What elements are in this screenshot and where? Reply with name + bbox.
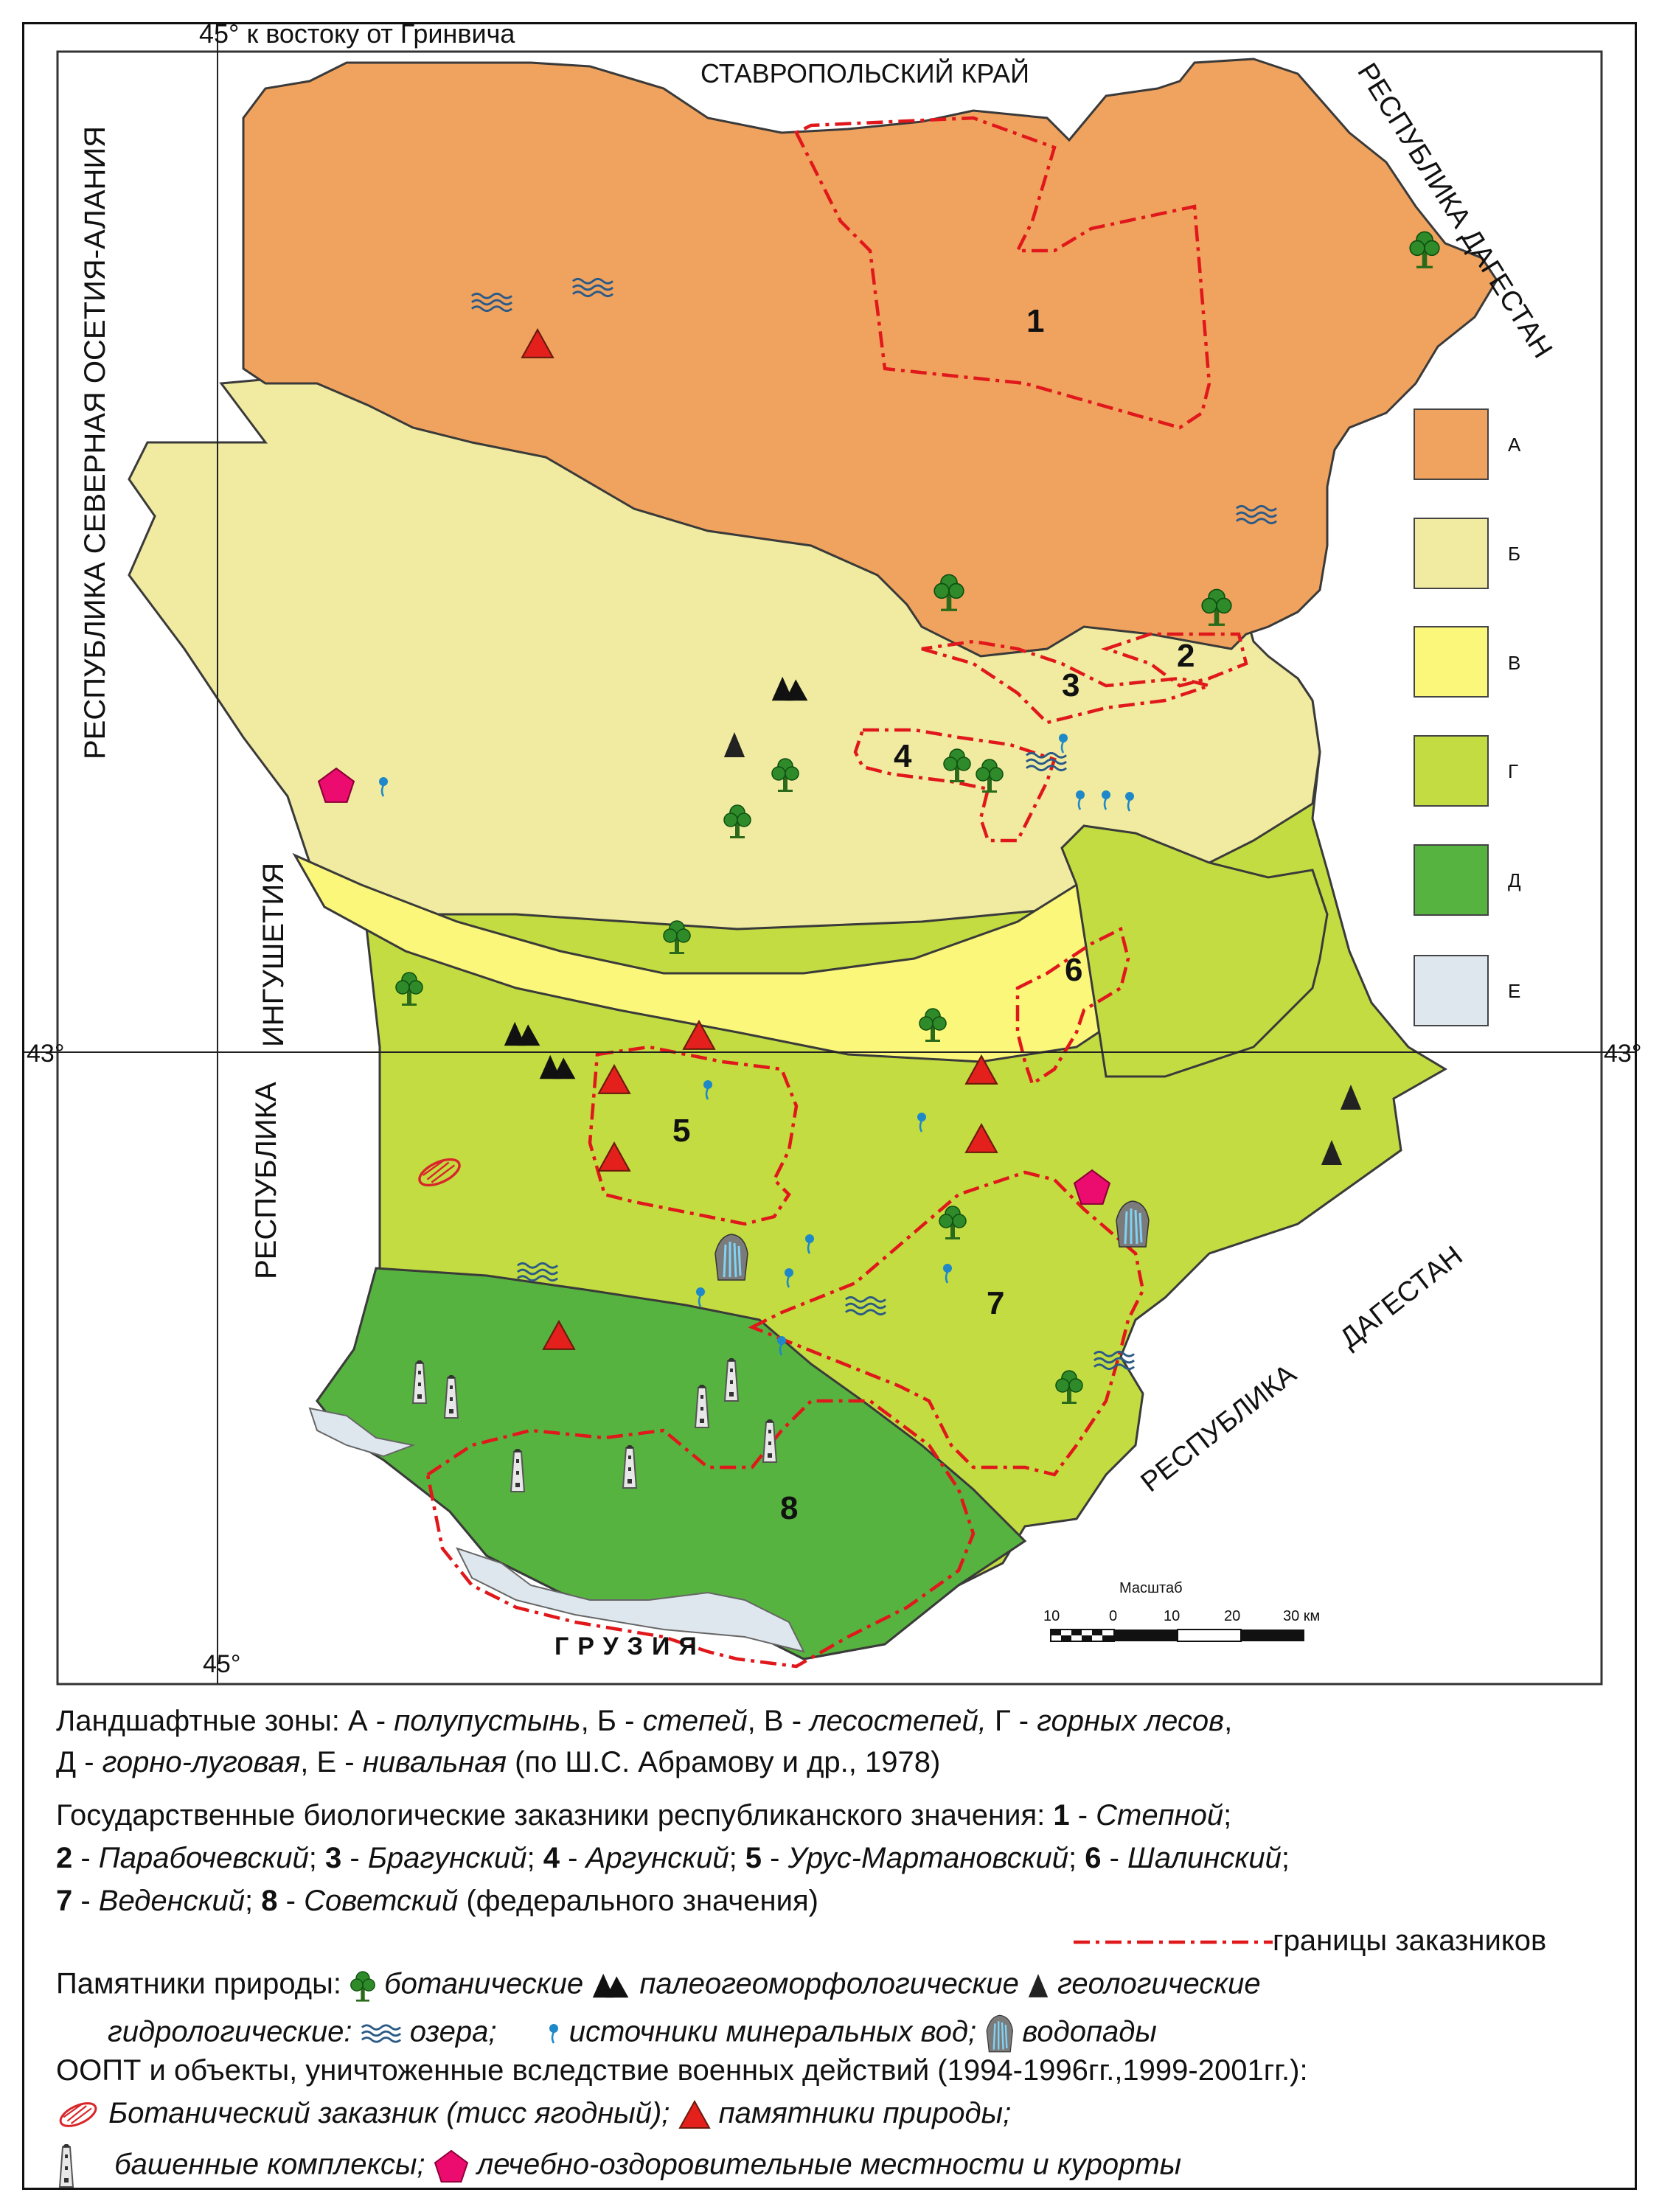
zone-e-area	[456, 1547, 805, 1653]
label-ingushetia-2: РЕСПУБЛИКА	[250, 1082, 282, 1279]
zone-legend-item-b: Б	[1414, 518, 1520, 589]
legend-monuments-line: Памятники природы: ботанические палеогео…	[56, 1969, 1261, 2003]
paleo-icon	[591, 1972, 631, 1999]
reserve-number-2: 2	[1177, 638, 1195, 674]
legend-destroyed-line: ООПТ и объекты, уничтоженные вследствие …	[56, 2054, 1308, 2087]
zone-legend-swatch-v	[1414, 626, 1489, 698]
scale-tick-label: 20	[1224, 1608, 1240, 1624]
scale-title: Масштаб	[1119, 1580, 1183, 1596]
reserve-2-border	[1100, 632, 1248, 688]
reserve-5-border	[588, 1045, 799, 1226]
reserve-7-border	[748, 1170, 1145, 1477]
resort-icon	[434, 2149, 469, 2183]
scale-tick-label: 0	[1109, 1608, 1117, 1624]
zone-legend-swatch-b	[1414, 518, 1489, 589]
scale-bar: Масштаб 10 0 10 20 30 км	[1043, 1580, 1320, 1642]
reserve-borders	[425, 116, 1248, 1669]
reserve-number-1: 1	[1026, 303, 1044, 339]
reserve-4-border	[853, 728, 1057, 843]
label-north-ossetia: РЕСПУБЛИКА СЕВЕРНАЯ ОСЕТИЯ-АЛАНИЯ	[79, 126, 111, 759]
reserve-8-border	[425, 1399, 976, 1669]
legend-reserves-line-3: 7 - Веденский; 8 - Советский (федерально…	[56, 1885, 818, 1917]
legend-destroyed-items-2: башенные комплексы; лечебно-оздоровитель…	[56, 2144, 1181, 2188]
scale-tick-label: 10	[1164, 1608, 1180, 1624]
reserve-number-8: 8	[780, 1490, 798, 1526]
reserve-1-border	[793, 116, 1211, 430]
zone-legend-swatch-g	[1414, 735, 1489, 807]
lat-label-left: 43°	[27, 1040, 64, 1068]
label-georgia: ГРУЗИЯ	[554, 1632, 706, 1660]
zone-legend-item-d: Д	[1414, 844, 1521, 916]
zone-legend-item-e: Е	[1414, 955, 1520, 1026]
legend-zones-line-2: Д - горно-луговая, Е - нивальная (по Ш.С…	[56, 1746, 941, 1778]
zone-legend-item-v: В	[1414, 626, 1520, 698]
map: 45° к востоку от Гринвича 43° 43° 45° СТ…	[22, 18, 1641, 1686]
geological-icon	[1027, 1972, 1049, 1999]
reserve-border-line-icon	[1074, 1941, 1273, 1944]
zone-g-east-area	[1060, 824, 1329, 1078]
zone-legend-item-a: А	[1414, 408, 1521, 480]
zone-legend-label-v: В	[1508, 652, 1520, 674]
zone-legend-swatch-d	[1414, 844, 1489, 916]
label-ingushetia-1: ИНГУШЕТИЯ	[257, 863, 290, 1047]
waterfall-icon	[984, 2013, 1014, 2054]
legend-hydro-line: гидрологические: озера; источники минера…	[108, 2013, 1157, 2054]
legend-reserves-line-2: 2 - Парабочевский; 3 - Брагунский; 4 - А…	[56, 1842, 1290, 1874]
scale-tick-label: 10	[1043, 1608, 1060, 1624]
zone-legend-swatch-a	[1414, 408, 1489, 480]
outer-frame	[22, 22, 1637, 2190]
zone-legend-label-a: А	[1508, 434, 1521, 456]
yew-reserve-icon	[56, 2101, 100, 2128]
legend-reserves-line-1: Государственные биологические заказники …	[56, 1799, 1232, 1832]
tower-icon	[56, 2144, 77, 2188]
reserve-6-border	[1015, 926, 1130, 1087]
zone-legend-label-g: Г	[1508, 760, 1518, 782]
zone-legend-label-b: Б	[1508, 543, 1520, 565]
lake-icon	[361, 2023, 402, 2044]
reserve-3-border	[921, 639, 1216, 725]
reserve-number-3: 3	[1062, 667, 1079, 703]
zone-legend-label-d: Д	[1508, 869, 1521, 891]
zone-legend-swatch-e	[1414, 955, 1489, 1026]
label-stavropol: СТАВРОПОЛЬСКИЙ КРАЙ	[700, 58, 1029, 88]
reserve-number-5: 5	[672, 1113, 690, 1149]
scale-tick-label: 30 км	[1283, 1608, 1320, 1624]
legend-zones-line-1: Ландшафтные зоны: А - полупустынь, Б - с…	[56, 1705, 1233, 1737]
reserve-number-4: 4	[894, 738, 912, 774]
zone-legend: А Б В Г Д Е	[1414, 408, 1521, 1026]
legend-border-item: границы заказников	[1074, 1926, 1546, 1955]
legend-destroyed-items-1: Ботанический заказник (тисс ягодный); па…	[56, 2098, 1011, 2129]
reserve-number-7: 7	[987, 1285, 1004, 1321]
zone-legend-item-g: Г	[1414, 735, 1518, 807]
reserve-number-6: 6	[1065, 952, 1082, 988]
mineral-spring-icon	[546, 2023, 561, 2045]
lon-label-bottom: 45°	[203, 1650, 240, 1678]
zone-e-west-area	[308, 1407, 416, 1458]
botanical-tree-icon	[350, 1969, 376, 2003]
zone-legend-label-e: Е	[1508, 980, 1520, 1002]
destroyed-monument-icon	[678, 2100, 711, 2129]
